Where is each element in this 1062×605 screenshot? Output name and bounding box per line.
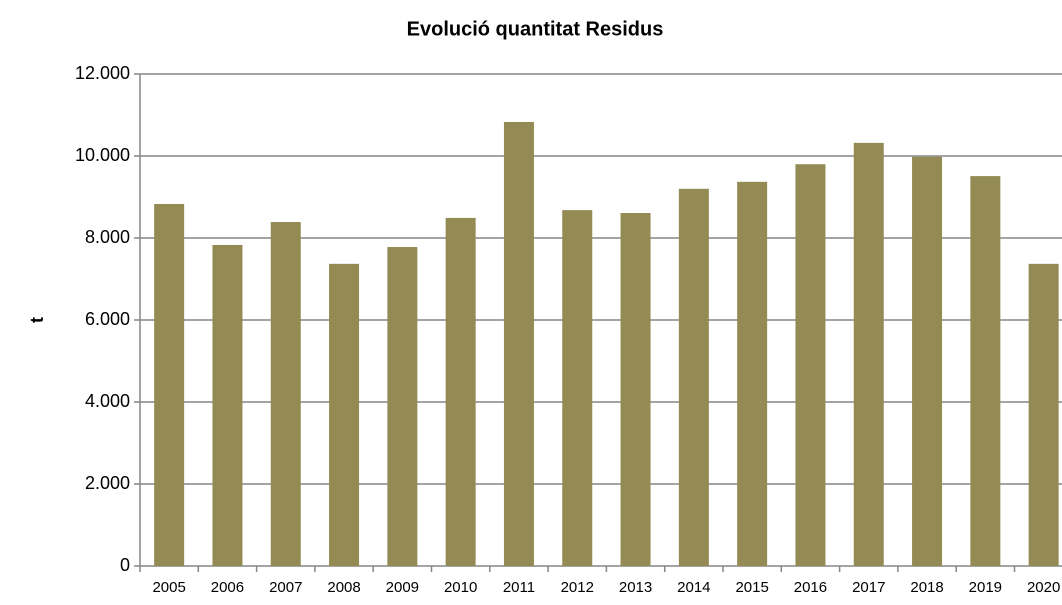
bar	[562, 210, 593, 566]
bar	[154, 203, 185, 566]
bar	[678, 188, 709, 567]
x-tick-label: 2017	[852, 579, 885, 596]
y-tick-label: 8.000	[85, 227, 130, 247]
x-tick-label: 2007	[269, 579, 302, 596]
x-tick-label: 2009	[386, 579, 419, 596]
y-tick-label: 10.000	[75, 145, 130, 165]
x-tick-label: 2014	[677, 579, 710, 596]
bar	[620, 212, 651, 567]
x-tick-label: 2018	[910, 579, 943, 596]
chart-title: Evolució quantitat Residus	[407, 18, 664, 40]
y-tick-label: 6.000	[85, 309, 130, 329]
bar	[912, 156, 943, 566]
x-tick-label: 2012	[561, 579, 594, 596]
bar	[1028, 263, 1059, 566]
bar	[970, 176, 1001, 566]
y-tick-label: 2.000	[85, 473, 130, 493]
x-tick-label: 2019	[969, 579, 1002, 596]
y-axis-label: t	[27, 317, 47, 323]
y-tick-label: 0	[120, 555, 130, 575]
x-tick-label: 2013	[619, 579, 652, 596]
x-tick-label: 2016	[794, 579, 827, 596]
bar	[737, 181, 768, 566]
x-tick-label: 2020	[1027, 579, 1060, 596]
x-tick-label: 2015	[735, 579, 768, 596]
x-tick-label: 2011	[503, 579, 535, 596]
bar	[387, 247, 418, 566]
bar	[270, 222, 301, 566]
x-tick-label: 2006	[211, 579, 244, 596]
x-tick-label: 2005	[152, 579, 185, 596]
bar	[503, 121, 534, 566]
y-tick-label: 12.000	[75, 63, 130, 83]
x-tick-label: 2010	[444, 579, 477, 596]
x-tick-label: 2008	[327, 579, 360, 596]
y-tick-label: 4.000	[85, 391, 130, 411]
bar	[795, 164, 826, 566]
bar	[212, 244, 243, 566]
bar	[445, 217, 476, 566]
bar	[853, 142, 884, 566]
bar	[329, 263, 360, 566]
